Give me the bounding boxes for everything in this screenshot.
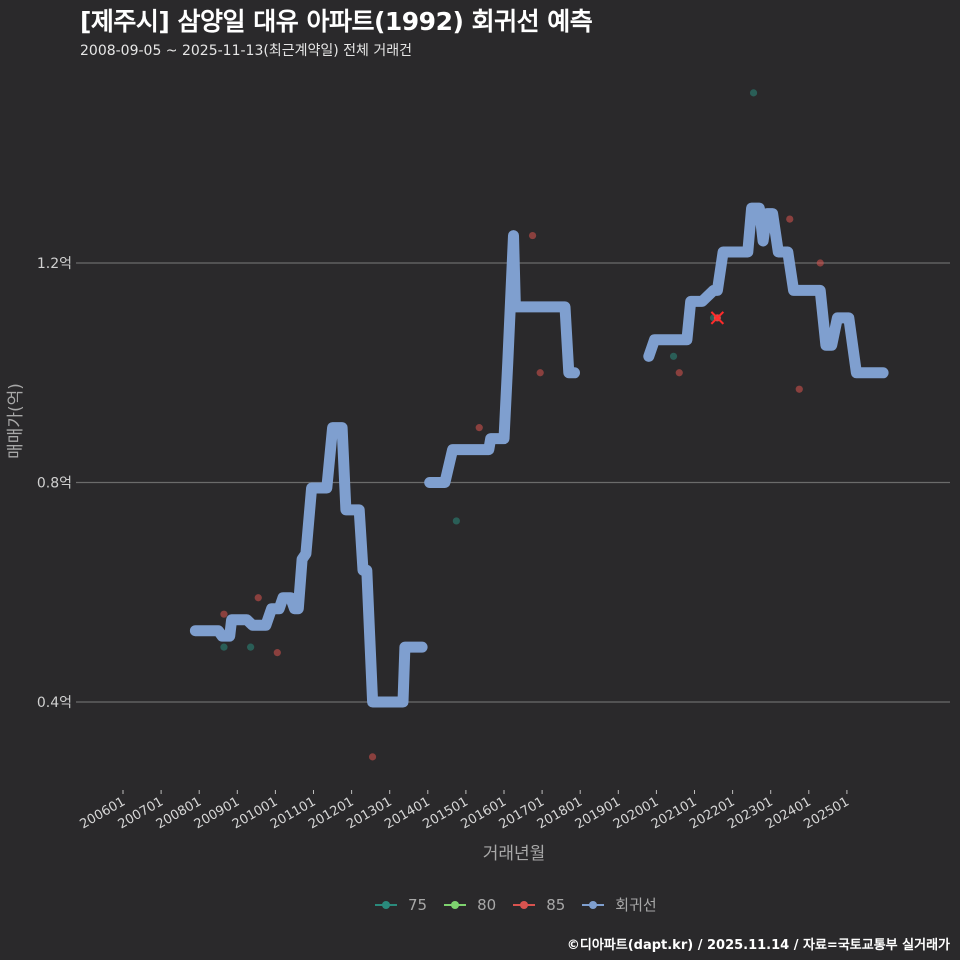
data-point <box>528 231 537 240</box>
regression-line <box>189 202 889 708</box>
legend-label: 80 <box>477 895 497 914</box>
legend-key-icon <box>579 898 607 912</box>
data-point <box>675 369 683 377</box>
data-point <box>475 424 483 432</box>
regression-segment <box>424 230 580 488</box>
legend-label: 85 <box>546 895 566 914</box>
chart-subtitle: 2008-09-05 ~ 2025-11-13(최근계약일) 전체 거래건 <box>80 43 412 59</box>
legend-item-80[interactable]: 80 <box>441 896 496 914</box>
data-point <box>786 215 794 223</box>
legend-item-85[interactable]: 85 <box>510 896 565 914</box>
data-point <box>247 643 255 651</box>
data-point <box>536 369 544 377</box>
data-point <box>669 352 678 360</box>
regression-segment <box>643 202 889 379</box>
data-point <box>452 517 460 525</box>
y-axis-title: 매매가(억) <box>6 383 26 459</box>
footer-credit: ©디아파트(dapt.kr) / 2025.11.14 / 자료=국토교통부 실… <box>566 938 950 953</box>
legend: 75 80 85 회귀선 <box>372 894 671 915</box>
x-axis-ticks: 2006012007012008012009012010012011012012… <box>78 790 852 832</box>
legend-item-75[interactable]: 75 <box>372 896 427 914</box>
y-tick-label: 0.4억 <box>37 695 72 711</box>
y-tick-label: 1.2억 <box>37 256 72 272</box>
legend-key-icon <box>510 898 538 912</box>
legend-key-icon <box>372 898 400 912</box>
x-axis-title: 거래년월 <box>483 844 546 864</box>
legend-item-regression[interactable]: 회귀선 <box>579 894 657 915</box>
chart-title: [제주시] 삼양일 대유 아파트(1992) 회귀선 예측 <box>80 7 593 36</box>
highlight-marker <box>710 311 725 325</box>
legend-label: 75 <box>408 895 428 914</box>
data-point <box>749 89 758 97</box>
y-tick-label: 0.8억 <box>37 476 72 492</box>
y-axis-ticks: 0.4억 0.8억 1.2억 <box>37 256 72 711</box>
data-point <box>816 259 824 267</box>
data-point <box>220 643 228 651</box>
regression-segment <box>189 422 428 708</box>
data-point <box>795 385 803 393</box>
data-point <box>273 649 281 657</box>
legend-label: 회귀선 <box>615 896 657 914</box>
scatter-points <box>220 89 824 761</box>
data-point <box>368 753 377 761</box>
legend-key-icon <box>441 898 469 912</box>
data-point <box>220 610 228 618</box>
data-point <box>254 594 262 602</box>
